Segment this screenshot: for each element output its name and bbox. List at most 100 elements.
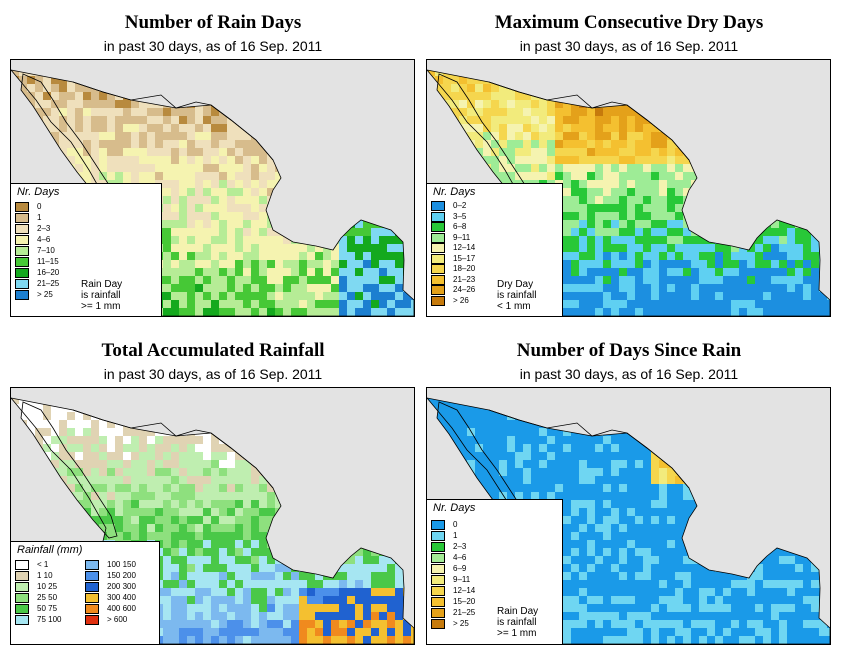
country-border [488, 81, 690, 161]
legend-swatch [15, 246, 29, 256]
legend-label: 50 75 [37, 604, 58, 613]
legend-label: 12–14 [453, 586, 476, 595]
legend-swatch [15, 202, 29, 212]
legend-label: 9–11 [453, 232, 471, 242]
legend-swatch [85, 560, 99, 570]
legend-swatch [431, 520, 445, 530]
legend-label: 1 [453, 531, 458, 540]
legend-label: 21–25 [37, 279, 60, 288]
legend-label: 24–26 [453, 285, 476, 294]
panel-subtitle: in past 30 days, as of 16 Sep. 2011 [519, 366, 739, 382]
panel-title: Number of Days Since Rain [516, 340, 742, 361]
legend: Rainfall (mm) < 1 1 10 10 25 25 50 50 75 75 1… [11, 541, 160, 644]
legend-swatch [85, 593, 99, 603]
legend-swatch [15, 235, 29, 245]
legend-swatch [431, 232, 445, 243]
legend-label: 200 300 [107, 582, 136, 591]
legend-swatch [431, 264, 445, 274]
legend-label: < 1 [37, 560, 49, 569]
map-total-rainfall: Rainfall (mm) < 1 1 10 10 25 25 50 50 75 75 1… [10, 387, 415, 645]
legend-swatch [85, 615, 99, 625]
legend-label: > 26 [453, 295, 469, 305]
legend-title: Nr. Days [433, 186, 476, 198]
legend-swatch [15, 582, 29, 592]
legend-swatch [15, 279, 29, 289]
legend-swatch [15, 257, 29, 267]
legend-swatch [431, 564, 445, 574]
legend-label: 21–23 [453, 274, 476, 284]
legend-swatch [431, 285, 445, 295]
legend: Nr. Days 0–2 3–5 6–8 9–11 12–14 15–17 18–20 21–… [427, 183, 563, 316]
country-border [72, 409, 274, 489]
legend-label: 400 600 [107, 604, 136, 613]
country-border [72, 81, 274, 161]
map-dry-days: Nr. Days 0–2 3–5 6–8 9–11 12–14 15–17 18–20 21–… [426, 59, 831, 317]
legend-swatch [431, 542, 445, 552]
legend-swatch [85, 582, 99, 592]
legend-label: 2–3 [453, 542, 467, 551]
map-days-since-rain: Nr. Days 0 1 2–3 4–6 6–9 9–11 12–14 15–20 21–25 >… [426, 387, 831, 645]
legend-label: 0 [37, 202, 42, 211]
legend-label: 12–14 [453, 243, 476, 252]
legend-label: 150 200 [107, 571, 136, 580]
legend-label: 25 50 [37, 593, 58, 602]
legend-label: 6–9 [453, 564, 467, 573]
panel-title: Number of Rain Days [124, 12, 302, 33]
legend-label: 4–6 [453, 553, 467, 562]
country-border [488, 409, 690, 489]
legend-label: 9–11 [453, 575, 471, 584]
legend-swatch [15, 571, 29, 581]
legend-swatch [15, 268, 29, 278]
legend-label: 18–20 [453, 264, 476, 273]
legend-title: Nr. Days [433, 502, 476, 514]
legend-label: 15–20 [453, 597, 476, 606]
legend-swatch [15, 593, 29, 603]
legend-label: 4–6 [37, 235, 51, 244]
panel-title: Total Accumulated Rainfall [101, 340, 325, 361]
legend-swatch [431, 531, 445, 541]
legend-note: Rain Day is rainfall >= 1 mm [497, 606, 539, 639]
legend: Nr. Days 0 1 2–3 4–6 7–10 11–15 16–20 21–25 > 25… [11, 183, 162, 316]
panel-title: Maximum Consecutive Dry Days [494, 12, 764, 33]
legend-swatch [85, 604, 99, 614]
legend-label: 1 10 [37, 571, 53, 580]
legend-label: 75 100 [37, 615, 62, 624]
legend-swatch [431, 619, 445, 629]
legend-label: 3–5 [453, 211, 467, 221]
map-rain-days: Nr. Days 0 1 2–3 4–6 7–10 11–15 16–20 21–25 > 25… [10, 59, 415, 317]
legend-label: 11–15 [37, 257, 59, 266]
legend-label: > 25 [37, 290, 53, 299]
legend-swatch [431, 586, 445, 596]
legend-swatch [431, 553, 445, 563]
legend-swatch [431, 253, 445, 264]
legend-label: > 600 [107, 615, 128, 624]
legend-swatch [431, 274, 445, 285]
legend-swatch [431, 222, 445, 232]
legend-swatch [15, 224, 29, 234]
legend-swatch [431, 575, 445, 585]
legend-swatch [15, 560, 29, 570]
legend-label: 300 400 [107, 593, 136, 602]
legend-title: Rainfall (mm) [17, 544, 83, 556]
legend-label: 21–25 [453, 608, 476, 617]
coastline [20, 401, 118, 539]
legend-swatch [431, 201, 445, 211]
legend-swatch [431, 597, 445, 607]
legend-label: 2–3 [37, 224, 51, 233]
legend-swatch [431, 295, 445, 306]
legend: Nr. Days 0 1 2–3 4–6 6–9 9–11 12–14 15–20 21–25 >… [427, 499, 563, 644]
legend-label: 7–10 [37, 246, 55, 255]
legend-swatch [15, 290, 29, 300]
legend-swatch [15, 615, 29, 625]
legend-label: 100 150 [107, 560, 136, 569]
legend-label: 10 25 [37, 582, 58, 591]
legend-swatch [431, 211, 445, 222]
legend-label: 0–2 [453, 201, 467, 210]
legend-swatch [431, 608, 445, 618]
legend-note: Dry Day is rainfall < 1 mm [497, 279, 537, 312]
panel-subtitle: in past 30 days, as of 16 Sep. 2011 [103, 38, 323, 54]
legend-label: 6–8 [453, 222, 467, 231]
panel-subtitle: in past 30 days, as of 16 Sep. 2011 [519, 38, 739, 54]
legend-note: Rain Day is rainfall >= 1 mm [81, 279, 123, 312]
legend-label: > 25 [453, 619, 469, 628]
